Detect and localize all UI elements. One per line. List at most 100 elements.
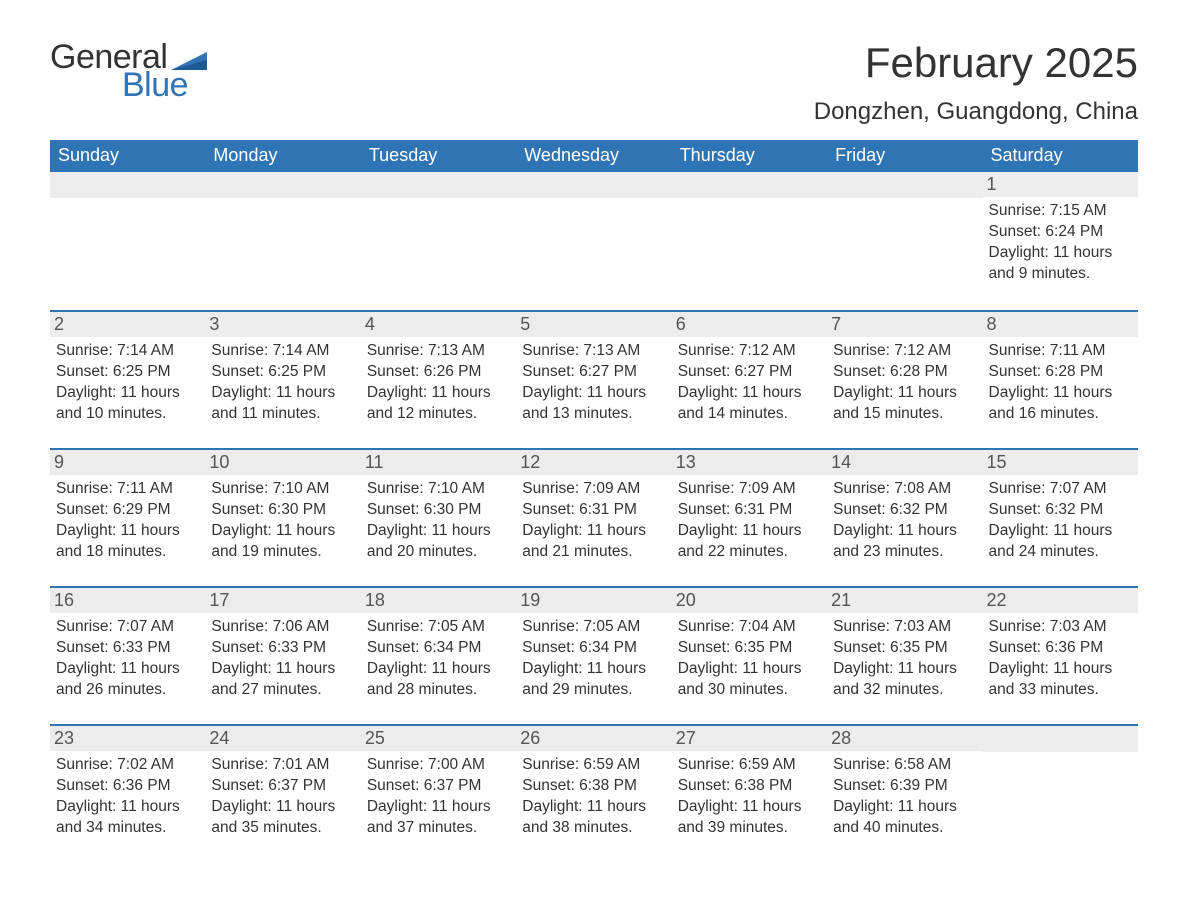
day-sunrise: Sunrise: 7:10 AM xyxy=(367,479,510,500)
day-daylight1: Daylight: 11 hours xyxy=(211,659,354,680)
calendar-day: 12Sunrise: 7:09 AMSunset: 6:31 PMDayligh… xyxy=(516,450,671,586)
day-daylight1: Daylight: 11 hours xyxy=(678,521,821,542)
day-sunrise: Sunrise: 7:05 AM xyxy=(522,617,665,638)
day-daylight2: and 14 minutes. xyxy=(678,404,821,425)
day-number: 27 xyxy=(672,726,827,751)
day-sunrise: Sunrise: 7:15 AM xyxy=(989,201,1132,222)
day-daylight1: Daylight: 11 hours xyxy=(367,383,510,404)
day-sunset: Sunset: 6:24 PM xyxy=(989,222,1132,243)
day-sunrise: Sunrise: 7:03 AM xyxy=(989,617,1132,638)
calendar-day: 3Sunrise: 7:14 AMSunset: 6:25 PMDaylight… xyxy=(205,312,360,448)
day-details: Sunrise: 7:05 AMSunset: 6:34 PMDaylight:… xyxy=(520,617,667,701)
calendar-day: 20Sunrise: 7:04 AMSunset: 6:35 PMDayligh… xyxy=(672,588,827,724)
calendar-page: General Blue February 2025 Dongzhen, Gua… xyxy=(0,0,1188,918)
calendar-week: 9 Sunrise: 7:11 AMSunset: 6:29 PM Daylight… xyxy=(50,448,1138,586)
calendar-week: 23Sunrise: 7:02 AMSunset: 6:36 PMDayligh… xyxy=(50,724,1138,862)
day-sunrise: Sunrise: 7:05 AM xyxy=(367,617,510,638)
day-daylight2: and 39 minutes. xyxy=(678,818,821,839)
day-details: Sunrise: 7:03 AMSunset: 6:36 PMDaylight:… xyxy=(987,617,1134,701)
day-details: Sunrise: 7:03 AMSunset: 6:35 PMDaylight:… xyxy=(831,617,978,701)
day-daylight2: and 13 minutes. xyxy=(522,404,665,425)
calendar-day: 15Sunrise: 7:07 AMSunset: 6:32 PMDayligh… xyxy=(983,450,1138,586)
calendar-day xyxy=(50,172,205,310)
day-details: Sunrise: 7:00 AMSunset: 6:37 PMDaylight:… xyxy=(365,755,512,839)
day-number: 12 xyxy=(516,450,671,475)
calendar-day: 26 Sunrise: 6:59 AMSunset: 6:38 PMDayligh… xyxy=(516,726,671,862)
day-daylight2: and 37 minutes. xyxy=(367,818,510,839)
weekday-header: Monday xyxy=(205,140,360,172)
day-sunset: Sunset: 6:37 PM xyxy=(367,776,510,797)
day-number: 4 xyxy=(361,312,516,337)
day-number: 23 xyxy=(50,726,205,751)
day-details: Sunrise: 6:58 AMSunset: 6:39 PMDaylight:… xyxy=(831,755,978,839)
day-sunset: Sunset: 6:36 PM xyxy=(989,638,1132,659)
day-sunset: Sunset: 6:35 PM xyxy=(833,638,976,659)
weekday-header-row: SundayMondayTuesdayWednesdayThursdayFrid… xyxy=(50,140,1138,172)
day-sunrise: Sunrise: 7:14 AM xyxy=(56,341,199,362)
calendar-day: 8Sunrise: 7:11 AMSunset: 6:28 PMDaylight… xyxy=(983,312,1138,448)
day-sunset: Sunset: 6:27 PM xyxy=(522,362,665,383)
calendar-day: 5Sunrise: 7:13 AMSunset: 6:27 PMDaylight… xyxy=(516,312,671,448)
month-title: February 2025 xyxy=(814,40,1138,86)
day-number: 15 xyxy=(983,450,1138,475)
calendar-grid: SundayMondayTuesdayWednesdayThursdayFrid… xyxy=(50,140,1138,862)
day-daylight2: and 12 minutes. xyxy=(367,404,510,425)
day-sunrise: Sunrise: 7:04 AM xyxy=(678,617,821,638)
calendar-day: 19Sunrise: 7:05 AMSunset: 6:34 PMDayligh… xyxy=(516,588,671,724)
day-details: Sunrise: 7:15 AMSunset: 6:24 PMDaylight:… xyxy=(987,201,1134,285)
day-sunrise: Sunrise: 7:11 AM xyxy=(56,479,199,500)
day-number: 13 xyxy=(672,450,827,475)
day-daylight1: Daylight: 11 hours xyxy=(833,797,976,818)
day-sunset: Sunset: 6:34 PM xyxy=(367,638,510,659)
day-sunset: Sunset: 6:28 PM xyxy=(989,362,1132,383)
logo-word-blue: Blue xyxy=(122,68,207,102)
day-details: Sunrise: 6:59 AMSunset: 6:38 PMDaylight:… xyxy=(520,755,667,839)
day-daylight1: Daylight: 11 hours xyxy=(678,797,821,818)
weekday-header: Tuesday xyxy=(361,140,516,172)
day-sunrise: Sunrise: 7:09 AM xyxy=(522,479,665,500)
day-sunrise: Sunrise: 7:10 AM xyxy=(211,479,354,500)
day-number xyxy=(983,726,1138,752)
day-daylight2: and 21 minutes. xyxy=(522,542,665,563)
calendar-day xyxy=(205,172,360,310)
day-daylight2: and 32 minutes. xyxy=(833,680,976,701)
day-daylight1: Daylight: 11 hours xyxy=(833,383,976,404)
calendar-day xyxy=(672,172,827,310)
day-number: 9 xyxy=(50,450,205,475)
day-details: Sunrise: 7:10 AMSunset: 6:30 PMDaylight:… xyxy=(209,479,356,563)
weekday-header: Saturday xyxy=(983,140,1138,172)
weekday-header: Wednesday xyxy=(516,140,671,172)
calendar-day xyxy=(361,172,516,310)
header-row: General Blue February 2025 Dongzhen, Gua… xyxy=(50,40,1138,126)
day-sunset: Sunset: 6:33 PM xyxy=(56,638,199,659)
calendar-day: 22 Sunrise: 7:03 AMSunset: 6:36 PMDayligh… xyxy=(983,588,1138,724)
day-details: Sunrise: 7:14 AMSunset: 6:25 PMDaylight:… xyxy=(209,341,356,425)
calendar-day: 2Sunrise: 7:14 AMSunset: 6:25 PMDaylight… xyxy=(50,312,205,448)
day-sunset: Sunset: 6:28 PM xyxy=(833,362,976,383)
day-sunrise: Sunrise: 7:13 AM xyxy=(367,341,510,362)
day-daylight1: Daylight: 11 hours xyxy=(989,659,1132,680)
day-sunset: Sunset: 6:37 PM xyxy=(211,776,354,797)
day-number xyxy=(205,172,360,198)
day-number: 21 xyxy=(827,588,982,613)
day-details: Sunrise: 7:06 AMSunset: 6:33 PMDaylight:… xyxy=(209,617,356,701)
day-sunrise: Sunrise: 7:12 AM xyxy=(833,341,976,362)
day-sunrise: Sunrise: 7:08 AM xyxy=(833,479,976,500)
calendar-day xyxy=(983,726,1138,862)
day-daylight2: and 30 minutes. xyxy=(678,680,821,701)
day-details: Sunrise: 7:12 AMSunset: 6:28 PMDaylight:… xyxy=(831,341,978,425)
day-number: 22 xyxy=(983,588,1138,613)
day-number xyxy=(516,172,671,198)
title-block: February 2025 Dongzhen, Guangdong, China xyxy=(814,40,1138,126)
location-label: Dongzhen, Guangdong, China xyxy=(814,98,1138,126)
calendar-week: 1Sunrise: 7:15 AMSunset: 6:24 PMDaylight… xyxy=(50,172,1138,310)
day-sunset: Sunset: 6:29 PM xyxy=(56,500,199,521)
day-daylight1: Daylight: 11 hours xyxy=(56,383,199,404)
day-number: 26 xyxy=(516,726,671,751)
weeks-container: 1Sunrise: 7:15 AMSunset: 6:24 PMDaylight… xyxy=(50,172,1138,862)
day-sunset: Sunset: 6:33 PM xyxy=(211,638,354,659)
day-number: 16 xyxy=(50,588,205,613)
day-details: Sunrise: 7:14 AMSunset: 6:25 PMDaylight:… xyxy=(54,341,201,425)
day-daylight2: and 28 minutes. xyxy=(367,680,510,701)
day-details: Sunrise: 7:07 AMSunset: 6:33 PMDaylight:… xyxy=(54,617,201,701)
